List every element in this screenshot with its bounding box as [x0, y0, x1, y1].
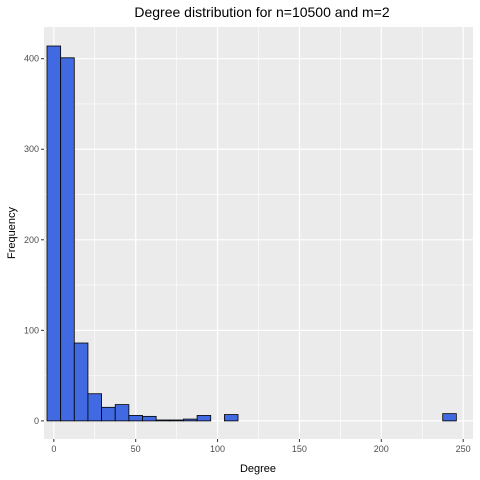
histogram-bar-7 — [142, 415, 157, 422]
histogram-bar-4 — [101, 406, 116, 422]
y-tick-label: 200 — [24, 235, 39, 245]
x-tick-label: 50 — [131, 444, 141, 454]
histogram-bar-0 — [46, 45, 62, 422]
histogram-bar-3 — [87, 393, 102, 422]
axes: 0 50 100 150 200 250 0 100 200 300 400 — [24, 54, 471, 454]
y-tick-label: 100 — [24, 325, 39, 335]
histogram-bar-2 — [73, 342, 89, 422]
x-tick-label: 250 — [456, 444, 471, 454]
histogram-bar-29 — [442, 413, 457, 422]
histogram-bar-11 — [196, 415, 212, 422]
y-tick-label: 400 — [24, 54, 39, 64]
histogram-bar-5 — [114, 404, 130, 422]
y-axis-title: Frequency — [6, 207, 18, 259]
histogram-bars — [46, 45, 457, 422]
x-tick-label: 100 — [210, 444, 225, 454]
x-tick-label: 150 — [292, 444, 307, 454]
histogram-bar-10 — [183, 418, 198, 422]
histogram-bar-8 — [155, 419, 171, 422]
y-tick-label: 0 — [34, 416, 39, 426]
histogram-bar-6 — [128, 415, 143, 422]
chart-title: Degree distribution for n=10500 and m=2 — [134, 4, 389, 20]
histogram-bar-1 — [60, 57, 75, 422]
x-tick-label: 200 — [374, 444, 389, 454]
histogram-bar-9 — [169, 419, 184, 422]
histogram-bar-13 — [223, 414, 239, 422]
x-axis-title: Degree — [240, 463, 276, 475]
x-tick-label: 0 — [51, 444, 56, 454]
y-tick-label: 300 — [24, 144, 39, 154]
